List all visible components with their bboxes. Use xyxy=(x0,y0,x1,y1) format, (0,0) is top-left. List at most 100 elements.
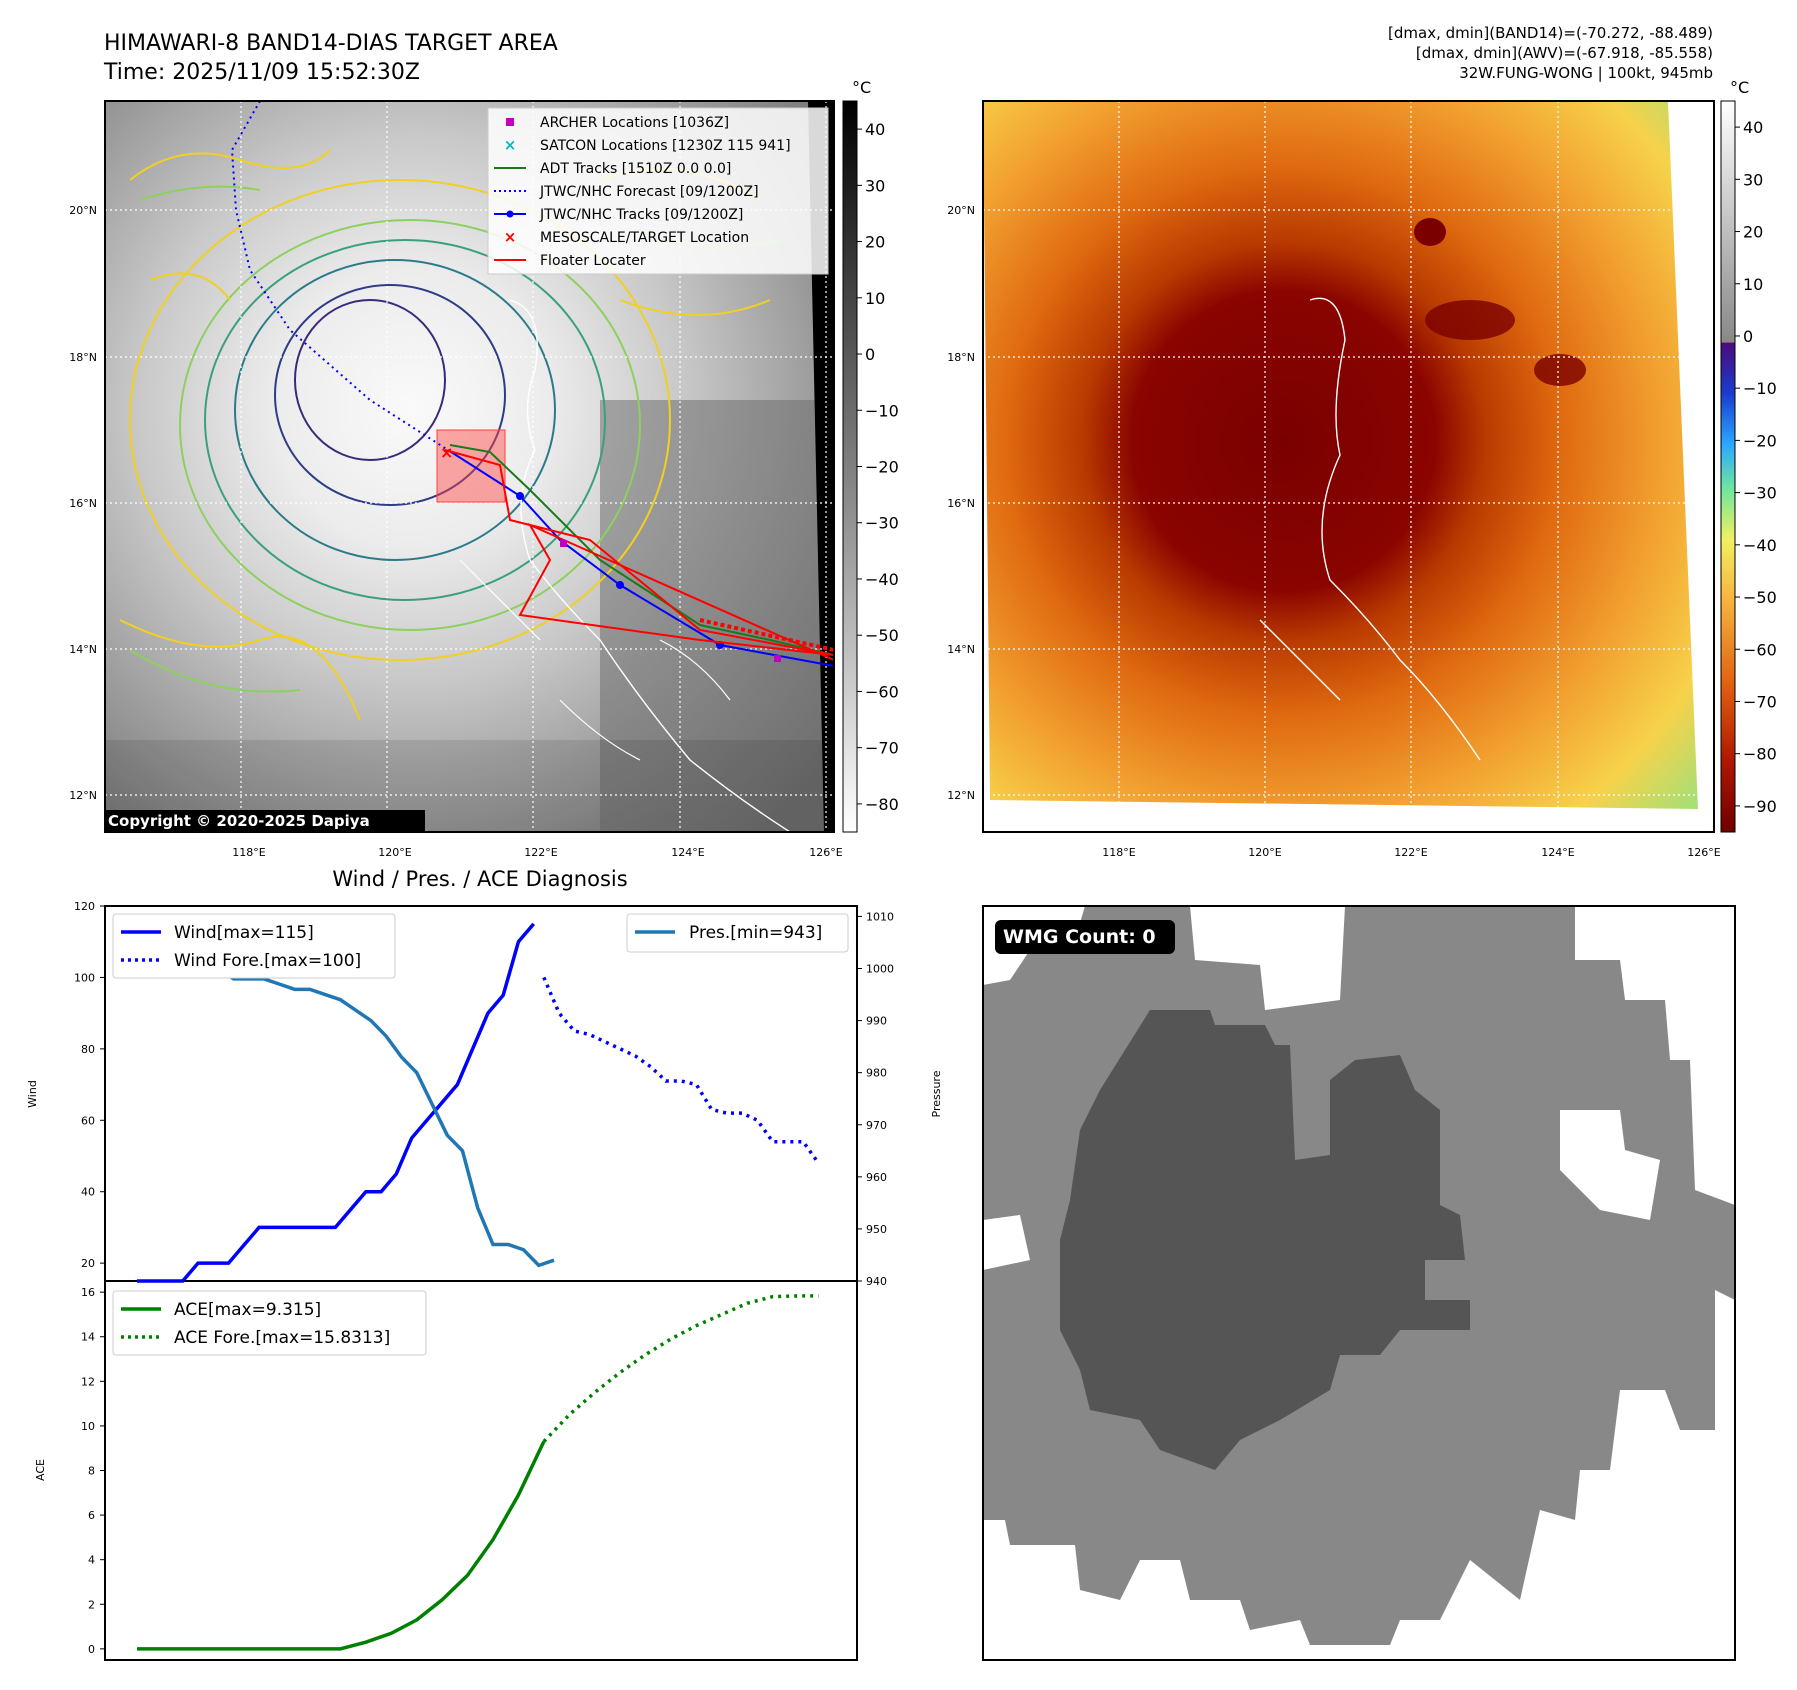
lat-label: 18°N xyxy=(947,351,975,364)
colorbar-tick-label: −30 xyxy=(865,514,899,533)
series-line xyxy=(137,922,536,1283)
map-legend-item: Floater Locater xyxy=(494,253,646,269)
lon-label: 124°E xyxy=(1541,846,1574,859)
legend-label: MESOSCALE/TARGET Location xyxy=(540,230,749,246)
colorbar-tick-label: −80 xyxy=(1743,745,1777,764)
map-legend-item: × MESOSCALE/TARGET Location xyxy=(504,228,749,246)
colorbar-tick-label: −20 xyxy=(1743,431,1777,450)
series-line xyxy=(542,1294,819,1443)
gray-colorbar: °C 40 30 20 10 0 −10 −20 −30 −40 −50 −60 −70 −80 xyxy=(842,78,899,833)
colorbar-tick-label: −40 xyxy=(865,570,899,589)
map-legend-item: JTWC/NHC Forecast [09/1200Z] xyxy=(494,184,759,200)
legend-marker xyxy=(506,118,514,126)
pressure-axis-ticks: 940 950 960 970 980 990 1000 1010 xyxy=(857,910,894,1288)
diagnosis-title: Wind / Pres. / ACE Diagnosis xyxy=(332,867,627,891)
wind-legend: Wind[max=115] Wind Fore.[max=100] xyxy=(112,913,396,979)
colorbar-tick-label: −30 xyxy=(1743,484,1777,503)
colorbar-tick-label: 30 xyxy=(1743,170,1763,189)
wind-axis-ticks: 20 40 60 80 100 120 xyxy=(74,900,105,1270)
legend-label: Floater Locater xyxy=(540,253,646,269)
legend-pres: Pres.[min=943] xyxy=(689,923,822,943)
axis-tick-label: 120 xyxy=(74,900,95,913)
wind-ylabel: Wind xyxy=(26,1080,39,1108)
lon-label: 120°E xyxy=(378,846,411,859)
axis-tick-label: 990 xyxy=(866,1015,887,1028)
axis-tick-label: 950 xyxy=(866,1223,887,1236)
legend-marker: × xyxy=(504,136,517,154)
lat-label: 14°N xyxy=(69,643,97,656)
lat-label: 12°N xyxy=(69,789,97,802)
axis-tick-label: 0 xyxy=(88,1643,95,1656)
legend-wind: Wind[max=115] xyxy=(174,923,314,943)
legend-ace: ACE[max=9.315] xyxy=(174,1300,321,1320)
colorbar-tick-label: 0 xyxy=(865,345,875,364)
colorbar-tick-label: −50 xyxy=(1743,588,1777,607)
figure-title: HIMAWARI-8 BAND14-DIAS TARGET AREA xyxy=(104,31,558,56)
lat-label: 20°N xyxy=(69,204,97,217)
colorbar-tick-label: −50 xyxy=(865,626,899,645)
pres-legend: Pres.[min=943] xyxy=(626,913,849,953)
lat-label: 18°N xyxy=(69,351,97,364)
lon-label: 118°E xyxy=(232,846,265,859)
axis-tick-label: 6 xyxy=(88,1509,95,1522)
axis-tick-label: 4 xyxy=(88,1554,95,1567)
axis-tick-label: 1000 xyxy=(866,963,894,976)
axis-tick-label: 980 xyxy=(866,1067,887,1080)
colorbar-tick-label: −20 xyxy=(865,458,899,477)
map-legend-item: × SATCON Locations [1230Z 115 941] xyxy=(504,136,791,154)
color-colorbar: °C 40 30 20 10 0 −10 −20 −30 −40 −50 −60 −70 −80 −90 xyxy=(1720,78,1777,833)
figure-time: Time: 2025/11/09 15:52:30Z xyxy=(103,60,420,85)
colorbar-tick-label: 0 xyxy=(1743,327,1753,346)
storm-info: 32W.FUNG-WONG | 100kt, 945mb xyxy=(1459,64,1713,82)
colorbar-tick-label: −10 xyxy=(1743,379,1777,398)
lon-label: 124°E xyxy=(671,846,704,859)
colorbar-tick-label: 30 xyxy=(865,176,885,195)
ace-series xyxy=(137,1294,819,1651)
legend-label: ADT Tracks [1510Z 0.0 0.0] xyxy=(540,161,731,177)
ace-ylabel: ACE xyxy=(34,1459,47,1481)
wmg-count: WMG Count: 0 xyxy=(1003,926,1156,948)
map-legend-item: ADT Tracks [1510Z 0.0 0.0] xyxy=(494,161,731,177)
ace-legend: ACE[max=9.315] ACE Fore.[max=15.8313] xyxy=(112,1290,427,1356)
colorbar-tick-label: 10 xyxy=(1743,275,1763,294)
axis-tick-label: 970 xyxy=(866,1119,887,1132)
ace-axis-ticks: 0 2 4 6 8 10 12 14 16 xyxy=(81,1286,105,1656)
lon-label: 126°E xyxy=(1687,846,1720,859)
legend-label: ARCHER Locations [1036Z] xyxy=(540,115,729,131)
axis-tick-label: 940 xyxy=(866,1275,887,1288)
series-line xyxy=(137,1440,546,1651)
colorbar-tick-label: 20 xyxy=(1743,223,1763,242)
colorbar-tick-label: 40 xyxy=(865,120,885,139)
legend-marker-dot xyxy=(506,210,514,218)
wind-series xyxy=(137,922,820,1283)
axis-tick-label: 100 xyxy=(74,971,95,984)
colorbar-tick-label: −70 xyxy=(1743,692,1777,711)
axis-tick-label: 60 xyxy=(81,1114,95,1127)
lat-label: 16°N xyxy=(947,497,975,510)
axis-tick-label: 20 xyxy=(81,1257,95,1270)
axis-tick-label: 960 xyxy=(866,1171,887,1184)
colorbar-unit: °C xyxy=(1730,78,1749,97)
colorbar-tick-label: 20 xyxy=(865,233,885,252)
lon-label: 122°E xyxy=(1394,846,1427,859)
legend-marker: × xyxy=(504,228,517,246)
colorbar-tick-label: −60 xyxy=(865,682,899,701)
axis-tick-label: 40 xyxy=(81,1186,95,1199)
lat-label: 20°N xyxy=(947,204,975,217)
map-legend-item: ARCHER Locations [1036Z] xyxy=(506,115,729,131)
colorbar-tick-label: 40 xyxy=(1743,118,1763,137)
axis-tick-label: 12 xyxy=(81,1375,95,1388)
legend-ace-fore: ACE Fore.[max=15.8313] xyxy=(174,1328,390,1348)
lat-label: 12°N xyxy=(947,789,975,802)
colorbar-unit: °C xyxy=(852,78,871,97)
map-legend-item: JTWC/NHC Tracks [09/1200Z] xyxy=(494,207,743,223)
dmax-band14: [dmax, dmin](BAND14)=(-70.272, -88.489) xyxy=(1388,24,1713,42)
map-right-lat-labels: 20°N 18°N 16°N 14°N 12°N xyxy=(947,204,975,802)
lat-label: 16°N xyxy=(69,497,97,510)
svg-text:×: × xyxy=(440,443,453,462)
axis-tick-label: 80 xyxy=(81,1043,95,1056)
colorbar-tick-label: −70 xyxy=(865,739,899,758)
colorbar-tick-label: −10 xyxy=(865,401,899,420)
axis-tick-label: 16 xyxy=(81,1286,95,1299)
